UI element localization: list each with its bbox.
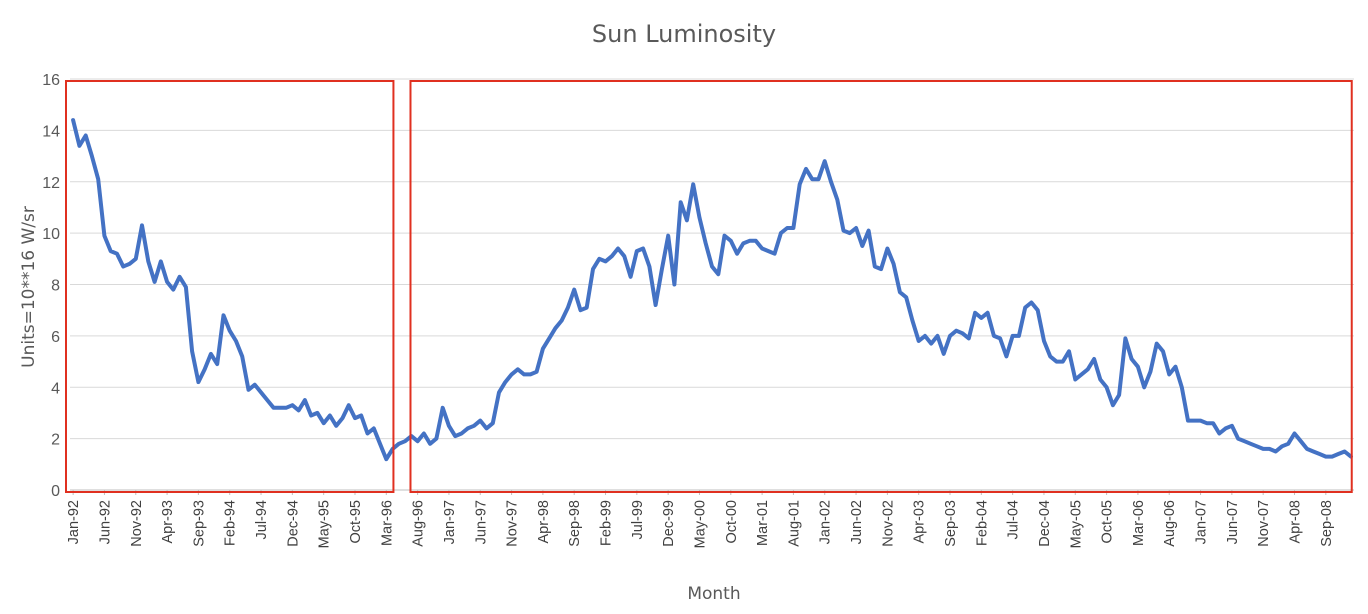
x-tick-label: Jun-97	[473, 500, 489, 544]
x-tick-label: Jan-07	[1194, 500, 1210, 544]
y-axis-ticks: 0 2 4 6 8 10 12 14 16	[42, 72, 60, 500]
x-tick-label: May-95	[317, 500, 333, 548]
x-tick-label: Sep-93	[191, 500, 207, 547]
y-tick-label: 16	[42, 72, 60, 89]
y-tick-label: 14	[42, 123, 60, 140]
y-tick-label: 6	[51, 329, 60, 346]
x-tick-label: Dec-94	[285, 500, 301, 547]
highlight-box-2	[409, 80, 1353, 493]
x-tick-label: May-00	[692, 500, 708, 548]
x-tick-label: Sep-98	[567, 500, 583, 547]
y-tick-label: 0	[51, 483, 60, 500]
x-tick-label: Nov-92	[129, 500, 145, 547]
x-tick-label: Nov-07	[1256, 500, 1272, 547]
series-line	[71, 118, 1353, 462]
x-axis-ticks: Jan-92 Jun-92 Nov-92 Apr-93 Sep-93 Feb-94 Jul-…	[66, 490, 1335, 548]
x-tick-label: Jun-92	[97, 500, 113, 544]
grid-lines	[70, 78, 1354, 440]
x-tick-label: Dec-99	[661, 500, 677, 547]
y-tick-label: 12	[42, 175, 60, 192]
x-axis-label: Month	[687, 584, 740, 604]
y-tick-label: 4	[51, 380, 60, 397]
x-tick-label: Mar-01	[755, 500, 771, 546]
x-tick-label: Feb-94	[223, 500, 239, 546]
highlight-box-1	[65, 80, 395, 493]
x-tick-label: Jun-02	[849, 500, 865, 544]
x-tick-label: Sep-08	[1319, 500, 1335, 547]
y-tick-label: 8	[51, 278, 60, 295]
x-tick-label: May-05	[1068, 500, 1084, 548]
chart-title: Sun Luminosity	[592, 20, 776, 48]
x-tick-label: Jul-94	[254, 500, 270, 540]
y-axis-label: Units=10**16 W/sr	[19, 206, 39, 368]
x-tick-label: Sep-03	[943, 500, 959, 547]
x-tick-label: Apr-08	[1287, 500, 1303, 544]
x-tick-label: Aug-96	[411, 500, 427, 547]
x-tick-label: Apr-03	[912, 500, 928, 544]
x-tick-label: Jun-07	[1225, 500, 1241, 544]
x-tick-label: Oct-05	[1100, 500, 1116, 544]
x-tick-label: Aug-01	[786, 500, 802, 547]
x-tick-label: Mar-06	[1131, 500, 1147, 546]
x-tick-label: Nov-02	[880, 500, 896, 547]
x-tick-label: Jan-97	[442, 500, 458, 544]
x-tick-label: Apr-93	[160, 500, 176, 544]
x-tick-label: Jul-04	[1006, 500, 1022, 540]
x-tick-label: Dec-04	[1037, 500, 1053, 547]
x-tick-label: Jul-99	[630, 500, 646, 540]
x-tick-label: Aug-06	[1162, 500, 1178, 547]
x-tick-label: Apr-98	[536, 500, 552, 544]
x-tick-label: Jan-92	[66, 500, 82, 544]
x-tick-label: Oct-95	[348, 500, 364, 544]
x-tick-label: Feb-04	[974, 500, 990, 546]
x-tick-label: Nov-97	[505, 500, 521, 547]
x-tick-label: Feb-99	[599, 500, 615, 546]
x-tick-label: Mar-96	[379, 500, 395, 546]
x-tick-label: Oct-00	[724, 500, 740, 544]
highlight-boxes	[65, 80, 1353, 493]
y-tick-label: 2	[51, 432, 60, 449]
x-tick-label: Jan-02	[818, 500, 834, 544]
y-tick-label: 10	[42, 226, 60, 243]
